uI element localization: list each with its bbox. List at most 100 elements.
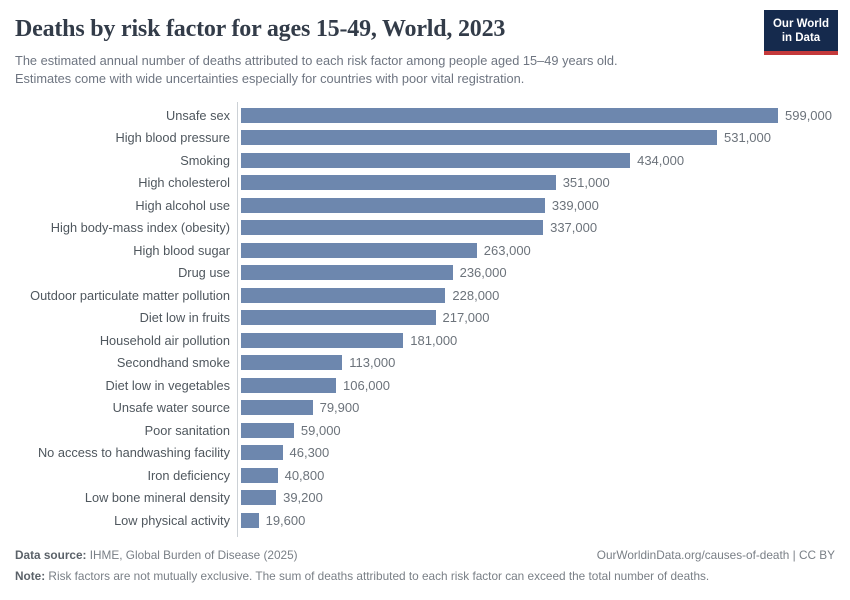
value-label: 599,000 — [785, 107, 832, 123]
bar[interactable] — [241, 422, 294, 438]
bar-track: 39,200 — [238, 490, 850, 506]
value-label: 59,000 — [300, 422, 341, 438]
bar-row: Outdoor particulate matter pollution 228,… — [0, 284, 850, 307]
bar[interactable] — [241, 512, 259, 528]
category-label: Diet low in fruits — [139, 310, 230, 326]
category-label: Unsafe sex — [165, 107, 230, 123]
category-label: High alcohol use — [135, 197, 230, 213]
bar[interactable] — [241, 310, 436, 326]
category-label: Low bone mineral density — [84, 490, 230, 506]
footer-note-row: Note: Risk factors are not mutually excl… — [15, 568, 835, 585]
bar-track: 228,000 — [238, 287, 850, 303]
bar-row: Smoking 434,000 — [0, 149, 850, 172]
note-label: Note: — [15, 568, 46, 583]
chart-rows: Unsafe sex 599,000 High blood pressure 531,… — [0, 104, 850, 532]
value-label: 106,000 — [343, 377, 390, 393]
bar-row: Secondhand smoke 113,000 — [0, 352, 850, 375]
category-label: Low physical activity — [114, 512, 230, 528]
value-label: 19,600 — [265, 512, 306, 528]
owid-citation-link[interactable]: OurWorldinData.org/causes-of-death | CC … — [596, 547, 835, 562]
bar-track: 434,000 — [238, 152, 850, 168]
bar[interactable] — [241, 265, 453, 281]
category-label: Poor sanitation — [144, 422, 230, 438]
y-axis-line — [237, 102, 238, 537]
bar[interactable] — [241, 490, 277, 506]
data-source-value: IHME, Global Burden of Disease (2025) — [86, 547, 298, 562]
chart-header: Deaths by risk factor for ages 15-49, Wo… — [0, 0, 850, 88]
bar-track: 217,000 — [238, 310, 850, 326]
category-label: High blood pressure — [115, 130, 230, 146]
value-label: 79,900 — [319, 400, 360, 416]
bar-track: 351,000 — [238, 175, 850, 191]
page-title: Deaths by risk factor for ages 15-49, Wo… — [15, 16, 506, 42]
category-label: Outdoor particulate matter pollution — [30, 287, 230, 303]
owid-logo[interactable]: Our World in Data — [764, 10, 838, 55]
value-label: 339,000 — [551, 197, 599, 213]
bar[interactable] — [241, 377, 336, 393]
value-label: 434,000 — [637, 152, 685, 168]
category-label: Drug use — [178, 265, 230, 281]
value-label: 113,000 — [349, 355, 396, 371]
category-label: High blood sugar — [133, 242, 230, 258]
value-label: 337,000 — [550, 220, 598, 236]
value-label: 40,800 — [284, 467, 325, 483]
value-label: 228,000 — [452, 287, 500, 303]
category-label: Unsafe water source — [112, 400, 230, 416]
footer-source-row: Data source: IHME, Global Burden of Dise… — [15, 547, 835, 564]
value-label: 263,000 — [483, 242, 531, 258]
bar[interactable] — [241, 332, 404, 348]
bar-row: High body-mass index (obesity) 337,000 — [0, 217, 850, 240]
bar-track: 106,000 — [238, 377, 850, 393]
bar[interactable] — [241, 130, 717, 146]
bar-track: 113,000 — [238, 355, 850, 371]
bar-row: Iron deficiency 40,800 — [0, 464, 850, 487]
value-label: 39,200 — [283, 490, 323, 506]
bar-track: 181,000 — [238, 332, 850, 348]
bar[interactable] — [241, 287, 446, 303]
value-label: 217,000 — [442, 310, 490, 326]
category-label: High cholesterol — [138, 175, 230, 191]
category-label: No access to handwashing facility — [37, 445, 230, 461]
bar[interactable] — [241, 467, 278, 483]
bar[interactable] — [241, 197, 545, 213]
bar[interactable] — [241, 242, 477, 258]
bar[interactable] — [241, 355, 343, 371]
bar-track: 19,600 — [238, 512, 850, 528]
category-label: High body-mass index (obesity) — [50, 220, 230, 236]
bar-row: Poor sanitation 59,000 — [0, 419, 850, 442]
bar-track: 337,000 — [238, 220, 850, 236]
bar[interactable] — [241, 445, 283, 461]
category-label: Household air pollution — [99, 332, 230, 348]
value-label: 181,000 — [410, 332, 458, 348]
bar-row: Unsafe sex 599,000 — [0, 104, 850, 127]
bar-row: Low physical activity 19,600 — [0, 509, 850, 532]
bar-track: 531,000 — [238, 130, 850, 146]
value-label: 531,000 — [724, 130, 771, 146]
bar-track: 236,000 — [238, 265, 850, 281]
value-label: 351,000 — [562, 175, 610, 191]
bar[interactable] — [241, 152, 631, 168]
bar[interactable] — [241, 107, 778, 123]
bar-row: Low bone mineral density 39,200 — [0, 487, 850, 510]
data-source-label: Data source: — [15, 547, 87, 562]
bar[interactable] — [241, 220, 544, 236]
category-label: Diet low in vegetables — [105, 377, 230, 393]
bar-row: High blood sugar 263,000 — [0, 239, 850, 262]
bar-row: Diet low in fruits 217,000 — [0, 307, 850, 330]
subtitle-line-2: Estimates come with wide uncertainties e… — [15, 70, 525, 86]
note-text: Risk factors are not mutually exclusive.… — [45, 568, 710, 583]
bar-track: 40,800 — [238, 467, 850, 483]
chart-subtitle: The estimated annual number of deaths at… — [15, 52, 835, 88]
data-source-text: Data source: IHME, Global Burden of Dise… — [15, 547, 298, 564]
bar-track: 263,000 — [238, 242, 850, 258]
owid-logo-line-1: Our World — [772, 18, 829, 30]
bar-row: Drug use 236,000 — [0, 262, 850, 285]
bar-row: Household air pollution 181,000 — [0, 329, 850, 352]
bar-row: No access to handwashing facility 46,300 — [0, 442, 850, 465]
value-label: 46,300 — [289, 445, 330, 461]
bar-row: High cholesterol 351,000 — [0, 172, 850, 195]
bar[interactable] — [241, 400, 313, 416]
owid-logo-line-2: in Data — [781, 32, 821, 45]
bar[interactable] — [241, 175, 556, 191]
